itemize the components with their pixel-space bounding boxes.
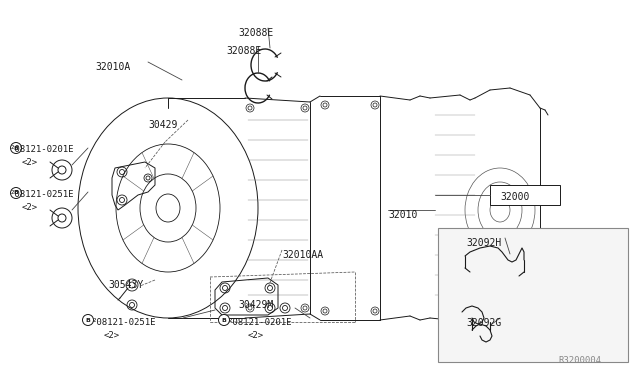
Text: 32010A: 32010A <box>95 62 131 72</box>
Text: 32092H: 32092H <box>466 238 501 248</box>
Circle shape <box>10 142 22 154</box>
Text: <2>: <2> <box>248 331 264 340</box>
Text: 30429M: 30429M <box>238 300 273 310</box>
Text: 32000: 32000 <box>500 192 529 202</box>
Text: B: B <box>86 317 90 323</box>
Text: 32092G: 32092G <box>466 318 501 328</box>
Text: ²08121-0251E: ²08121-0251E <box>92 318 157 327</box>
Circle shape <box>10 187 22 199</box>
Text: R3200004: R3200004 <box>558 356 601 365</box>
Text: <2>: <2> <box>22 203 38 212</box>
Circle shape <box>218 314 230 326</box>
Text: B: B <box>13 190 19 196</box>
Text: 32088E: 32088E <box>238 28 273 38</box>
Text: 32010: 32010 <box>388 210 417 220</box>
Text: ²08121-0251E: ²08121-0251E <box>10 190 74 199</box>
Text: B: B <box>13 145 19 151</box>
Text: 30543Y: 30543Y <box>108 280 143 290</box>
Text: ²08121-0201E: ²08121-0201E <box>10 145 74 154</box>
Text: <2>: <2> <box>104 331 120 340</box>
Text: 32088E: 32088E <box>226 46 261 56</box>
Text: <2>: <2> <box>22 158 38 167</box>
Bar <box>490 185 560 205</box>
Text: 30429: 30429 <box>148 120 177 130</box>
Text: ²08121-0201E: ²08121-0201E <box>228 318 292 327</box>
Text: B: B <box>221 317 227 323</box>
Bar <box>438 228 628 362</box>
Circle shape <box>83 314 93 326</box>
Text: 32010AA: 32010AA <box>282 250 323 260</box>
